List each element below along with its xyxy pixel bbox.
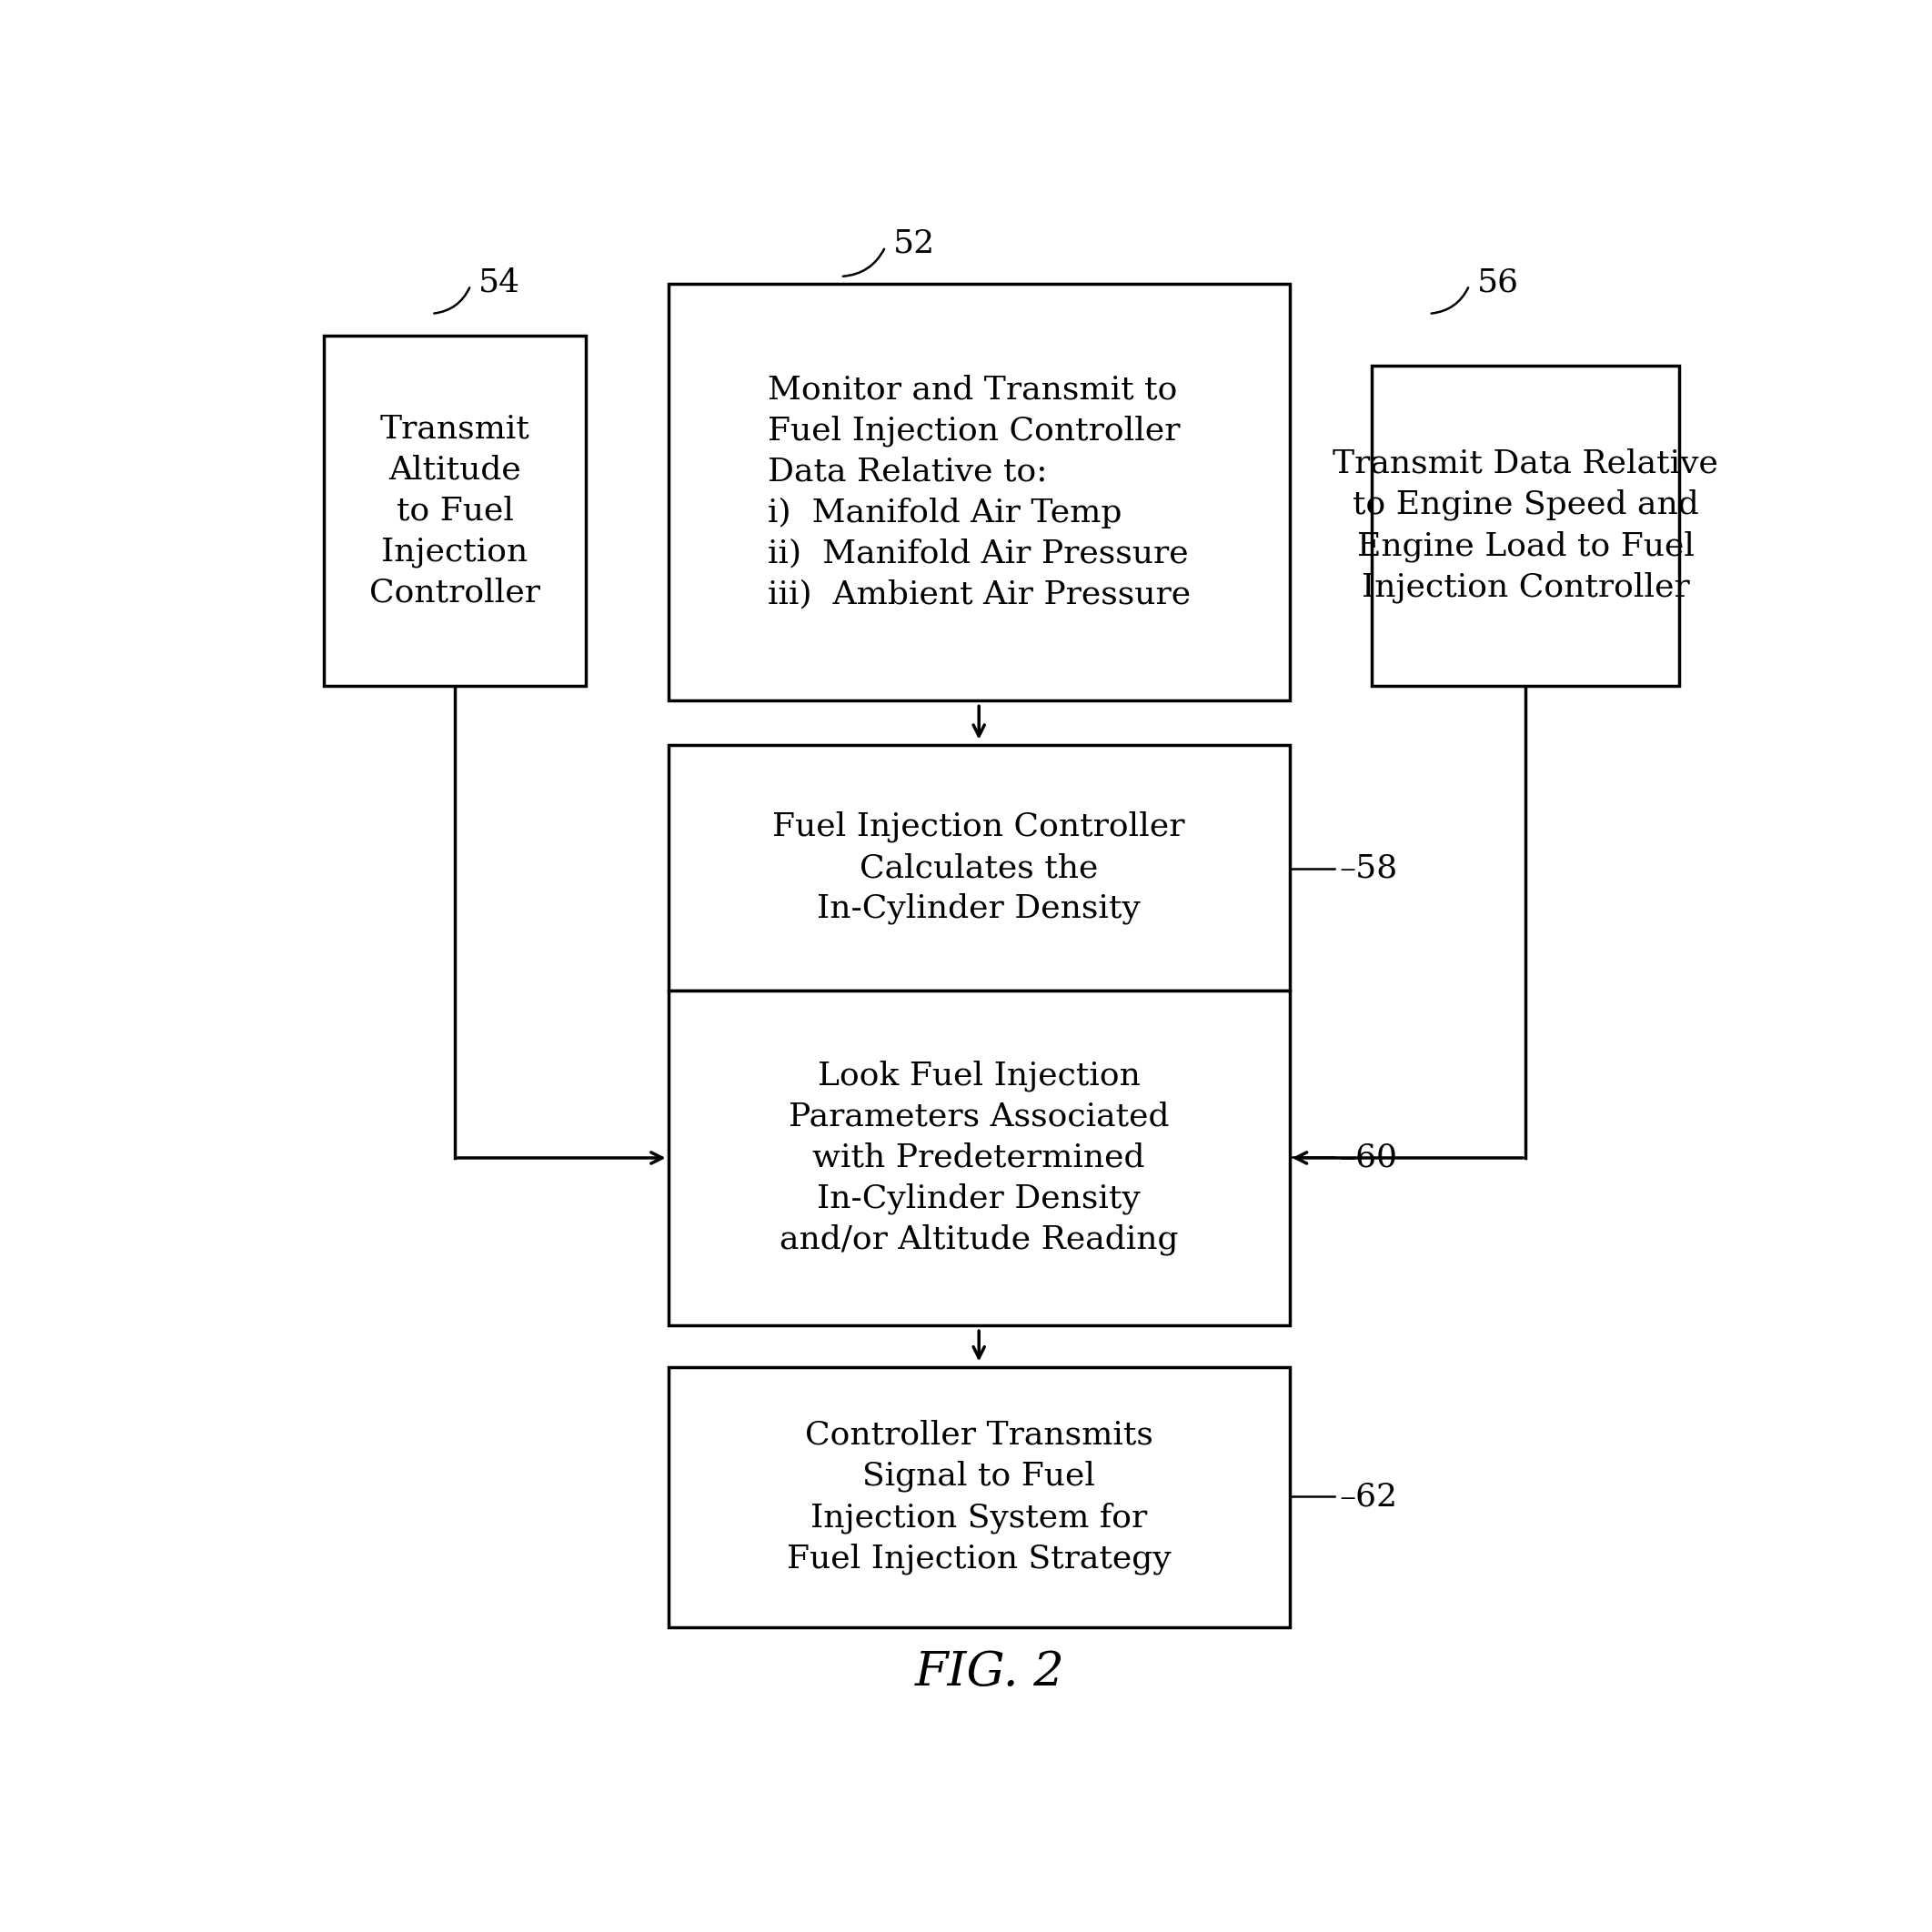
Text: FIG. 2: FIG. 2 — [916, 1648, 1065, 1694]
Bar — [668, 284, 1291, 701]
Bar — [1372, 365, 1679, 686]
Text: Fuel Injection Controller
Calculates the
In-Cylinder Density: Fuel Injection Controller Calculates the… — [773, 811, 1184, 925]
Text: Look Fuel Injection
Parameters Associated
with Predetermined
In-Cylinder Density: Look Fuel Injection Parameters Associate… — [779, 1061, 1179, 1256]
Bar — [668, 1368, 1291, 1627]
Text: Transmit
Altitude
to Fuel
Injection
Controller: Transmit Altitude to Fuel Injection Cont… — [369, 413, 541, 609]
Text: –60: –60 — [1339, 1142, 1397, 1173]
Text: –58: –58 — [1339, 854, 1397, 885]
Bar — [668, 991, 1291, 1325]
Text: 52: 52 — [893, 228, 935, 259]
Text: Controller Transmits
Signal to Fuel
Injection System for
Fuel Injection Strategy: Controller Transmits Signal to Fuel Inje… — [786, 1420, 1171, 1575]
Text: 56: 56 — [1476, 267, 1519, 298]
Bar — [325, 336, 585, 686]
Text: Monitor and Transmit to
Fuel Injection Controller
Data Relative to:
i)  Manifold: Monitor and Transmit to Fuel Injection C… — [767, 375, 1190, 611]
Bar — [668, 746, 1291, 991]
Text: –62: –62 — [1339, 1480, 1397, 1513]
Text: 54: 54 — [477, 267, 520, 298]
Text: Transmit Data Relative
to Engine Speed and
Engine Load to Fuel
Injection Control: Transmit Data Relative to Engine Speed a… — [1333, 448, 1718, 603]
